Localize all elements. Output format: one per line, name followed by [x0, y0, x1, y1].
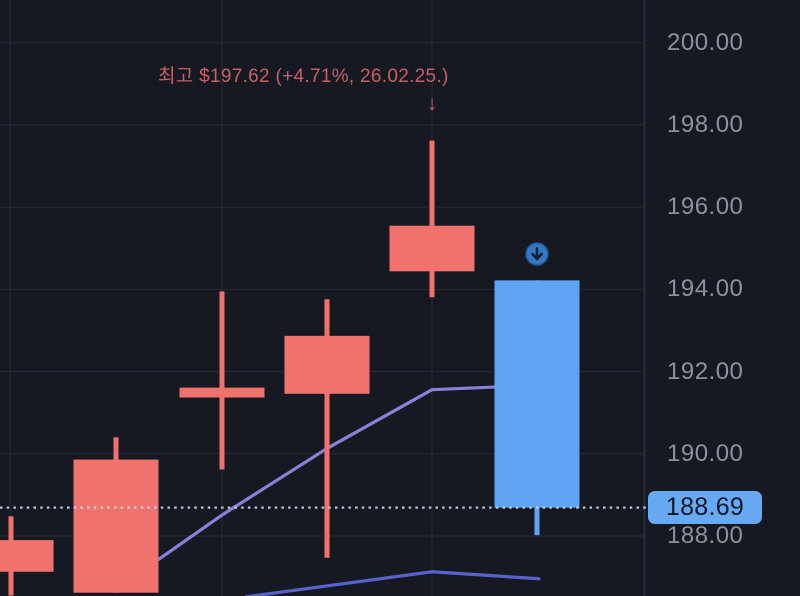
ma-line-slow [244, 570, 541, 596]
candle-body[interactable] [494, 280, 580, 508]
candle-body[interactable] [179, 387, 265, 398]
high-annotation-text: 최고 $197.62 (+4.71%, 26.02.25.) [158, 66, 449, 87]
high-annotation: 최고 $197.62 (+4.71%, 26.02.25.) [158, 61, 449, 88]
candle-body[interactable] [73, 459, 159, 593]
annotation-down-arrow-icon: ↓ [426, 92, 438, 115]
price-tick-label: 190.00 [667, 439, 744, 467]
price-tick-label: 198.00 [667, 111, 744, 138]
price-tick-label: 200.00 [667, 28, 744, 56]
price-tick-label: 196.00 [667, 193, 744, 221]
current-price-label[interactable]: 188.69 [648, 491, 762, 525]
candle-wick [429, 140, 435, 298]
candle-body[interactable] [0, 540, 54, 572]
candle-body[interactable] [284, 335, 370, 394]
candle-wick [324, 299, 330, 558]
price-tick-label: 194.00 [667, 275, 744, 303]
price-tick-label: 188.00 [667, 522, 744, 549]
candle-body[interactable] [389, 225, 475, 272]
price-axis[interactable]: 188.69 200.00 198.00 196.00 194.00 192.00 190… [646, 0, 800, 596]
down-arrow-glyph [531, 247, 543, 261]
candle-wick [219, 291, 225, 470]
price-tick-label: 192.00 [667, 357, 744, 385]
